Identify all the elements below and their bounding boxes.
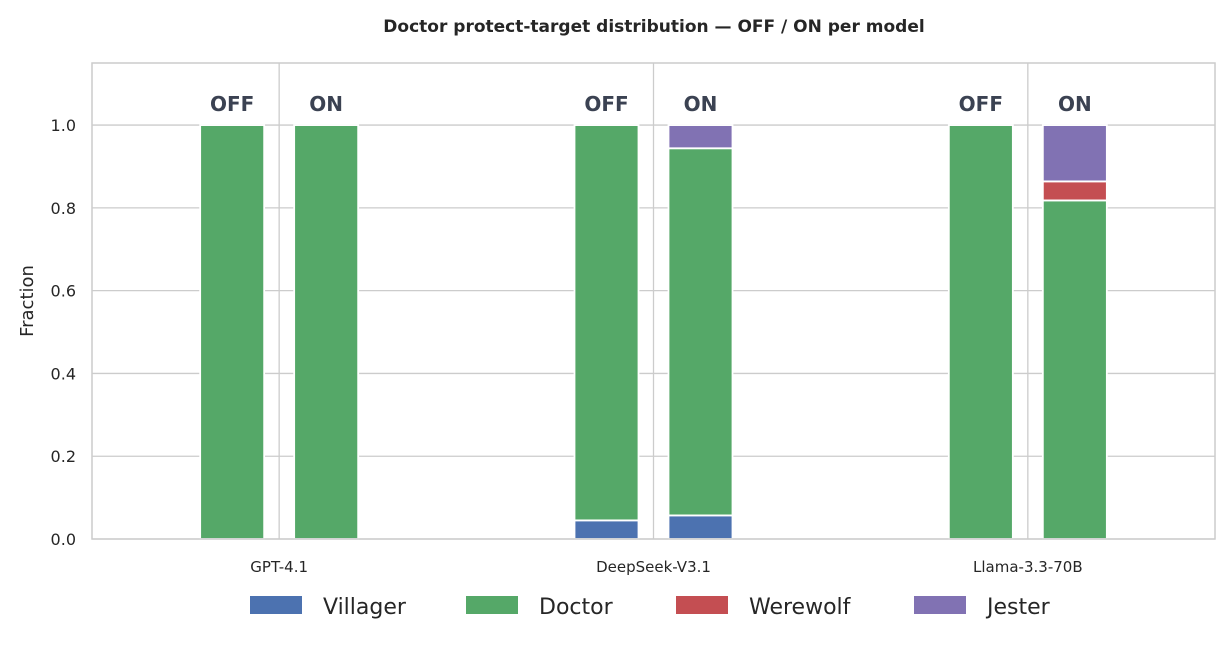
legend-label-villager: Villager [323,595,407,620]
bar-segment-doctor [1041,199,1108,540]
bar-segment-doctor [199,124,266,540]
legend-swatch-doctor [466,596,518,614]
y-tick-label: 0.4 [51,364,76,383]
y-tick-label: 0.8 [51,199,76,218]
condition-label-on: ON [309,92,343,116]
legend-label-werewolf: Werewolf [749,595,852,620]
bar-segment-doctor [947,124,1014,540]
condition-label-off: OFF [210,92,254,116]
legend-swatch-jester [914,596,966,614]
bar-segment-villager [573,519,640,540]
legend-label-doctor: Doctor [539,595,614,620]
bar-segment-doctor [573,124,640,522]
y-tick-label: 0.0 [51,530,76,549]
x-tick-label: DeepSeek-V3.1 [596,558,711,576]
y-tick-label: 0.6 [51,282,76,301]
y-axis-label: Fraction [17,265,38,337]
bar-segment-jester [667,124,734,150]
bar-segment-werewolf [1041,180,1108,202]
condition-label-off: OFF [584,92,628,116]
bar-segment-doctor [667,147,734,517]
ticks-layer: 0.0 0.2 0.4 0.6 0.8 1.0 GPT-4.1 DeepSeek-V3.1 Ll… [51,116,1083,576]
condition-label-on: ON [1058,92,1092,116]
legend: Villager Doctor Werewolf Jester [250,595,1051,620]
bar-segment-villager [667,514,734,540]
plot-frame [91,62,1216,540]
legend-label-jester: Jester [985,595,1051,620]
condition-label-on: ON [684,92,718,116]
condition-label-off: OFF [959,92,1003,116]
legend-swatch-werewolf [676,596,728,614]
bar-segment-doctor [293,124,360,540]
x-tick-label: GPT-4.1 [250,558,308,576]
chart-title: Doctor protect-target distribution — OFF… [383,17,924,37]
y-tick-label: 1.0 [51,116,76,135]
bars-layer: OFF ON OFF ON OFF ON [199,92,1108,540]
y-tick-label: 0.2 [51,447,76,466]
legend-swatch-villager [250,596,302,614]
x-tick-label: Llama-3.3-70B [973,558,1083,576]
bar-segment-jester [1041,124,1108,183]
